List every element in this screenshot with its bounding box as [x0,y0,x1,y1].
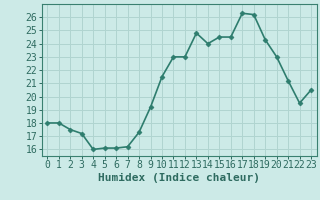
X-axis label: Humidex (Indice chaleur): Humidex (Indice chaleur) [98,173,260,183]
